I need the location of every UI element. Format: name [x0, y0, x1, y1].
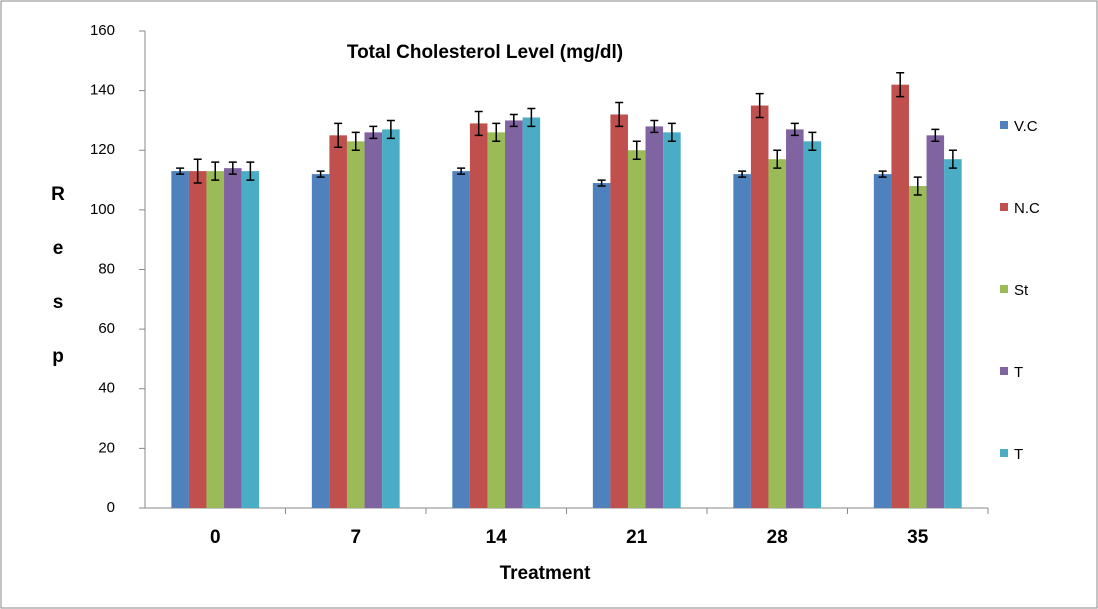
legend-label: N.C [1014, 200, 1040, 217]
y-tick-label: 140 [90, 82, 115, 99]
y-tick-label: 80 [98, 260, 115, 277]
bar [242, 171, 260, 508]
x-axis-label: Treatment [500, 563, 591, 584]
legend-label: V.C [1014, 118, 1038, 135]
y-tick-label: 120 [90, 141, 115, 158]
x-tick-label: 0 [210, 527, 221, 548]
bar [365, 132, 383, 508]
bar [470, 123, 488, 508]
bar [646, 126, 664, 508]
bar [663, 132, 681, 508]
bar [312, 174, 330, 508]
y-tick-label: 20 [98, 439, 115, 456]
bar [628, 150, 646, 508]
bar [786, 129, 804, 508]
chart-title: Total Cholesterol Level (mg/dl) [347, 42, 623, 63]
bar [768, 159, 786, 508]
bar [224, 168, 242, 508]
x-tick-label: 28 [767, 527, 788, 548]
bar [171, 171, 189, 508]
bar [874, 174, 892, 508]
bar [347, 141, 365, 508]
bar [593, 183, 611, 508]
bar [189, 171, 207, 508]
bar [909, 186, 927, 508]
bar [733, 174, 751, 508]
y-tick-label: 60 [98, 320, 115, 337]
bar [487, 132, 505, 508]
y-tick-label: 0 [107, 499, 115, 516]
legend-swatch [1000, 367, 1008, 375]
y-tick-label: 40 [98, 380, 115, 397]
legend-swatch [1000, 285, 1008, 293]
bar [944, 159, 962, 508]
bar [452, 171, 470, 508]
x-tick-label: 21 [626, 527, 648, 548]
legend-swatch [1000, 203, 1008, 211]
x-tick-label: 35 [907, 527, 929, 548]
y-tick-label: 100 [90, 201, 115, 218]
bar [505, 120, 523, 508]
bar [891, 85, 909, 508]
bar [329, 135, 347, 508]
x-tick-label: 14 [486, 527, 508, 548]
bar [610, 114, 628, 508]
y-tick-label: 160 [90, 22, 115, 39]
x-tick-label: 7 [350, 527, 361, 548]
legend-swatch [1000, 449, 1008, 457]
legend-label: T [1014, 446, 1023, 463]
bar [927, 135, 945, 508]
bar [382, 129, 400, 508]
bar [751, 106, 769, 508]
chart: Total Cholesterol Level (mg/dl) Treatmen… [0, 0, 1098, 609]
bar [804, 141, 822, 508]
bar [523, 117, 541, 508]
legend-swatch [1000, 121, 1008, 129]
bar [206, 171, 224, 508]
legend-label: St [1014, 282, 1029, 299]
legend-label: T [1014, 364, 1023, 381]
